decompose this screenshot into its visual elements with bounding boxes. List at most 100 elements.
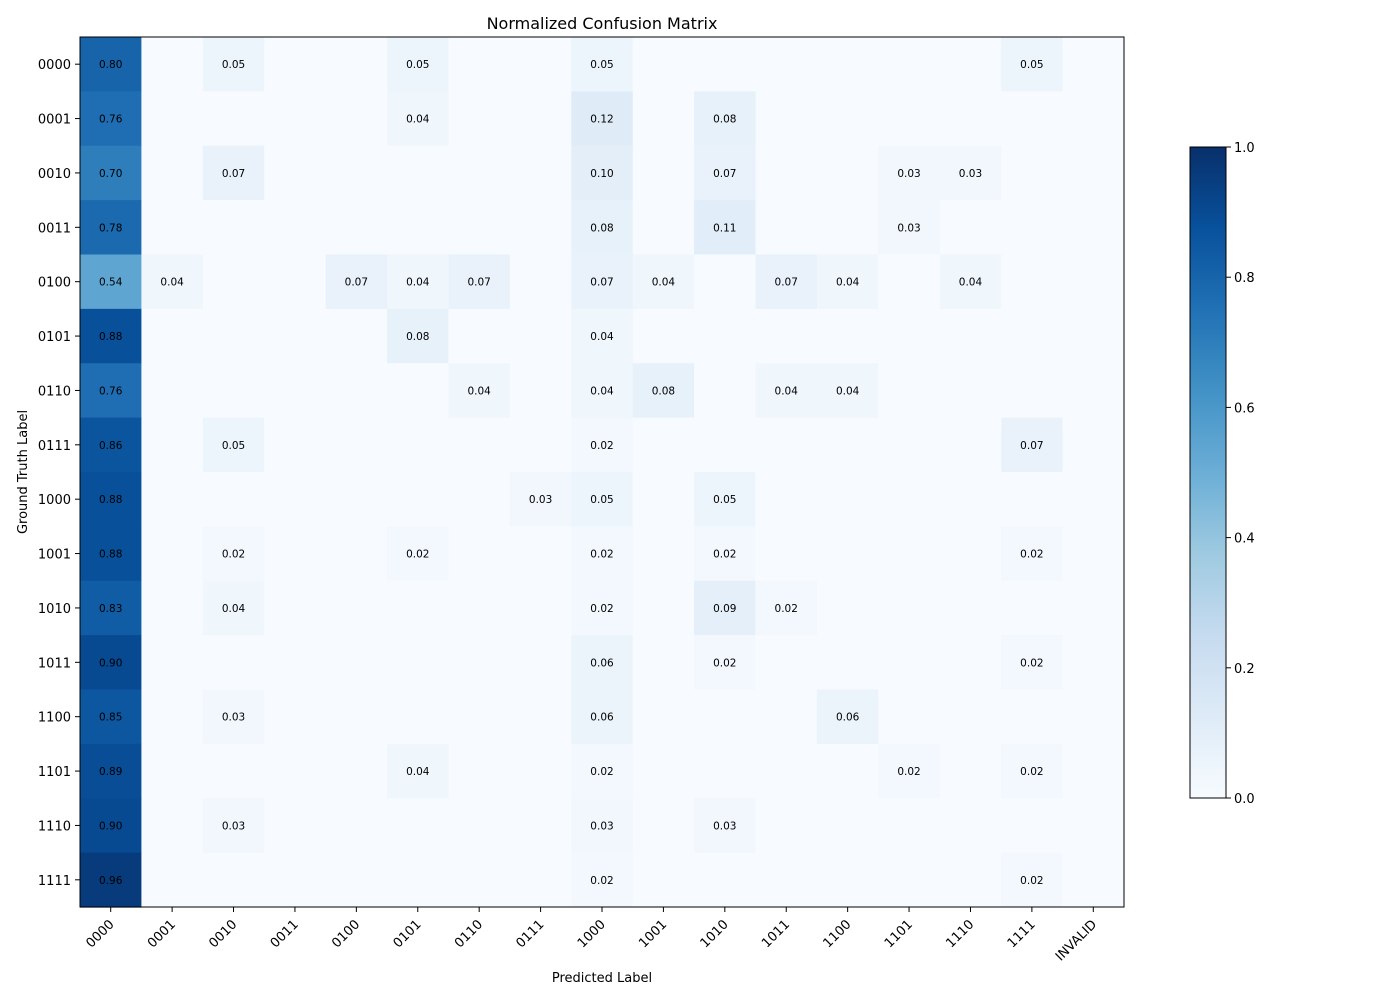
heatmap-cell-0111-1100 <box>816 417 879 473</box>
heatmap-cell-1010-1000 <box>571 580 634 636</box>
heatmap-cell-1010-1101 <box>878 580 941 636</box>
heatmap-cell-1111-1011 <box>755 852 818 908</box>
heatmap-cell-1110-0101 <box>387 798 450 854</box>
heatmap-cell-0100-1111 <box>1001 254 1064 310</box>
cell-value-label: 0.04 <box>836 385 860 397</box>
heatmap-cell-0011-1111 <box>1001 200 1064 256</box>
heatmap-cell-0010-1001 <box>632 145 695 201</box>
cell-value-label: 0.09 <box>713 603 736 615</box>
cell-value-label: 0.89 <box>99 766 122 778</box>
heatmap-cell-1011-0010 <box>202 635 265 691</box>
heatmap-cell-1101-0111 <box>509 743 572 799</box>
heatmap-cell-0001-1001 <box>632 91 695 147</box>
heatmap-cell-1100-1000 <box>571 689 634 745</box>
heatmap-cell-1010-0100 <box>325 580 388 636</box>
heatmap-cell-1100-0101 <box>387 689 450 745</box>
heatmap-cell-0111-0001 <box>141 417 204 473</box>
heatmap-cell-1010-0001 <box>141 580 204 636</box>
cell-value-label: 0.76 <box>99 385 123 397</box>
heatmap-cell-0000-1100 <box>816 37 879 92</box>
heatmap-cell-1001-0001 <box>141 526 204 582</box>
cell-value-label: 0.02 <box>1020 549 1043 561</box>
x-tick-label: 0000 <box>84 917 118 951</box>
heatmap-cell-1000-1010 <box>694 472 757 527</box>
y-axis-ticks: 0000 0001 0010 0011 0100 0101 0110 0111 1000 1001… <box>38 58 80 889</box>
heatmap-cell-0000-0000 <box>80 37 143 92</box>
heatmap-cell-0101-INVALID <box>1062 308 1125 364</box>
cell-value-label: 0.05 <box>713 494 736 506</box>
heatmap-cell-0010-0000 <box>80 145 143 201</box>
cell-value-label: 0.03 <box>897 168 920 180</box>
heatmap-cell-1011-1111 <box>1001 635 1064 691</box>
heatmap-cell-1101-0110 <box>448 743 511 799</box>
heatmap-cell-0000-0111 <box>509 37 572 92</box>
heatmap-cell-1101-0010 <box>202 743 265 799</box>
heatmap-cell-1110-0110 <box>448 798 511 854</box>
heatmap-cell-1000-0011 <box>264 472 327 527</box>
heatmap-cell-0100-1010 <box>694 254 757 310</box>
cell-value-label: 0.02 <box>1020 875 1043 887</box>
heatmap-cell-1000-1101 <box>878 472 941 527</box>
heatmap-cell-0001-1111 <box>1001 91 1064 147</box>
heatmap-cell-1001-1000 <box>571 526 634 582</box>
x-tick-label: 1011 <box>759 917 793 951</box>
cell-value-label: 0.90 <box>99 820 122 832</box>
heatmap-cell-0010-1010 <box>694 145 757 201</box>
x-tick-label: 0100 <box>329 917 363 951</box>
heatmap-cell-0001-0100 <box>325 91 388 147</box>
cell-value-label: 0.11 <box>713 222 736 234</box>
x-tick-label: 1100 <box>820 917 854 951</box>
heatmap-cell-1011-1100 <box>816 635 879 691</box>
cell-value-label: 0.54 <box>99 277 123 289</box>
heatmap-cell-0101-0000 <box>80 308 143 364</box>
heatmap-cell-0000-1110 <box>939 37 1002 92</box>
x-tick-label: 0101 <box>391 917 425 951</box>
heatmap-cell-1000-INVALID <box>1062 472 1125 527</box>
heatmap-cell-1000-0110 <box>448 472 511 527</box>
heatmap-cell-0001-1101 <box>878 91 941 147</box>
heatmap-cell-1011-0001 <box>141 635 204 691</box>
heatmap-cell-1010-0111 <box>509 580 572 636</box>
heatmap-cell-1000-0101 <box>387 472 450 527</box>
heatmap-cell-0011-0111 <box>509 200 572 256</box>
heatmap-cell-0111-1011 <box>755 417 818 473</box>
heatmap-cell-0010-0101 <box>387 145 450 201</box>
heatmap-cell-1111-0010 <box>202 852 265 908</box>
x-tick-label: 1010 <box>698 917 732 951</box>
cell-value-label: 0.02 <box>897 766 920 778</box>
colorbar <box>1189 146 1227 799</box>
heatmap-cell-1111-0011 <box>264 852 327 908</box>
heatmap-cell-0110-0000 <box>80 363 143 419</box>
cell-value-label: 0.07 <box>1020 440 1043 452</box>
heatmap-cell-0011-0011 <box>264 200 327 256</box>
heatmap-cell-0110-0101 <box>387 363 450 419</box>
heatmap-cell-1101-0000 <box>80 743 143 799</box>
heatmap-cell-0010-INVALID <box>1062 145 1125 201</box>
x-tick-label: 0110 <box>452 917 486 951</box>
cell-value-label: 0.02 <box>590 766 613 778</box>
heatmap-cell-0110-0110 <box>448 363 511 419</box>
heatmap-cell-1011-1011 <box>755 635 818 691</box>
heatmap-cell-1011-0000 <box>80 635 143 691</box>
y-tick-label: 1000 <box>38 493 71 508</box>
heatmap-cell-0101-1100 <box>816 308 879 364</box>
heatmap-cell-0011-0000 <box>80 200 143 256</box>
heatmap-cell-0000-0010 <box>202 37 265 92</box>
cell-value-label: 0.04 <box>836 277 860 289</box>
heatmap-cell-0100-1011 <box>755 254 818 310</box>
cell-value-label: 0.88 <box>99 331 122 343</box>
heatmap-cell-1001-1010 <box>694 526 757 582</box>
heatmap-cell-1101-1101 <box>878 743 941 799</box>
heatmap-cell-0101-1010 <box>694 308 757 364</box>
cell-value-label: 0.04 <box>406 114 430 126</box>
heatmap-cell-1000-1001 <box>632 472 695 527</box>
heatmap-cell-0111-0100 <box>325 417 388 473</box>
heatmap-cell-1010-0010 <box>202 580 265 636</box>
heatmap-cell-1101-1110 <box>939 743 1002 799</box>
heatmap-cell-0110-1111 <box>1001 363 1064 419</box>
y-tick-label: 0001 <box>38 113 71 128</box>
heatmap-cell-0000-1000 <box>571 37 634 92</box>
heatmap-cell-0101-1011 <box>755 308 818 364</box>
heatmap-cell-0111-1110 <box>939 417 1002 473</box>
heatmap-cell-1011-INVALID <box>1062 635 1125 691</box>
